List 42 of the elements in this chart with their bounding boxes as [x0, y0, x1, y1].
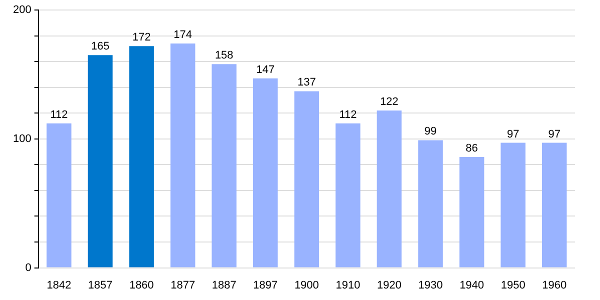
data-label: 112: [339, 108, 357, 121]
x-tick-label: 1920: [376, 279, 402, 292]
data-label: 174: [174, 29, 192, 42]
data-label: 97: [506, 128, 520, 140]
data-label: 137: [297, 76, 316, 89]
x-tick-label: 1897: [253, 279, 278, 292]
bar: [336, 123, 360, 268]
x-tick-label: 1877: [170, 279, 196, 292]
bar: [253, 78, 278, 268]
bar: [170, 44, 196, 268]
x-tick-label: 1910: [336, 279, 360, 292]
data-label: 86: [466, 142, 478, 154]
bar: [129, 46, 154, 268]
bar: [88, 55, 113, 268]
x-tick-label: 1960: [542, 279, 567, 292]
data-label: 165: [91, 40, 110, 53]
data-label: 147: [256, 64, 275, 76]
bar: [459, 156, 484, 268]
y-tick-label: 100: [12, 132, 32, 145]
bar: [46, 123, 72, 268]
y-tick-label: 200: [12, 4, 32, 16]
bar: [500, 142, 526, 268]
data-label: 99: [424, 126, 437, 138]
x-tick-label: 1950: [500, 279, 526, 292]
bar: [376, 110, 402, 268]
data-label: 97: [548, 128, 560, 140]
data-label: 122: [380, 96, 398, 108]
bar: [542, 142, 567, 268]
data-label: 158: [214, 50, 234, 62]
y-tick-label: 0: [25, 262, 32, 274]
x-tick-label: 1887: [212, 279, 236, 292]
x-tick-label: 1940: [460, 279, 484, 292]
data-label: 112: [50, 108, 68, 121]
bar: [418, 140, 443, 268]
bar: [294, 91, 320, 268]
x-tick-label: 1930: [418, 279, 443, 292]
data-label: 172: [132, 32, 151, 44]
x-tick-label: 1857: [88, 279, 113, 292]
x-tick-label: 1900: [294, 279, 319, 292]
x-tick-label: 1860: [129, 279, 154, 292]
x-tick-label: 1842: [46, 279, 72, 292]
bar: [212, 64, 236, 268]
